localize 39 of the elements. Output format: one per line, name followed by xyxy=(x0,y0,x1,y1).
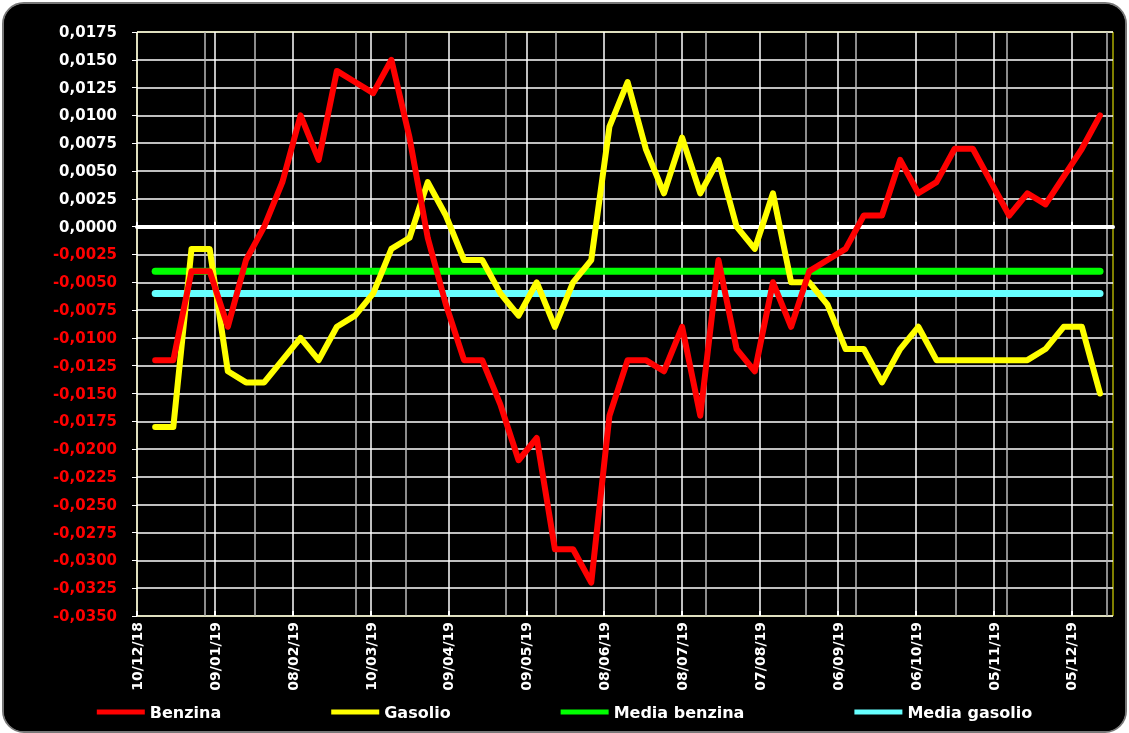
y-tick-label: -0,0350 xyxy=(52,607,117,625)
y-tick-label: -0,0050 xyxy=(52,273,117,292)
y-tick-label: 0,0125 xyxy=(59,78,117,97)
y-tick-label: -0,0250 xyxy=(52,495,117,514)
x-tick-label: 10/12/18 xyxy=(129,622,145,691)
legend-label: Media gasolio xyxy=(907,702,1033,722)
legend-label: Media benzina xyxy=(613,702,745,722)
y-tick-label: -0,0125 xyxy=(52,356,117,375)
y-tick-label: -0,0150 xyxy=(52,384,117,403)
legend-label: Gasolio xyxy=(384,702,451,722)
y-tick-label: 0,0075 xyxy=(59,134,117,153)
y-tick-label: -0,0300 xyxy=(52,551,117,570)
x-tick-label: 09/05/19 xyxy=(518,622,535,691)
x-tick-label: 08/02/19 xyxy=(284,622,301,691)
x-tick-label: 09/01/19 xyxy=(206,622,223,691)
y-tick-label: -0,0225 xyxy=(52,467,117,486)
x-tick-label: 10/03/19 xyxy=(362,622,379,691)
y-tick-label: -0,0075 xyxy=(52,301,117,320)
y-tick-label: -0,0175 xyxy=(52,412,117,431)
x-tick-label: 08/07/19 xyxy=(674,622,691,691)
y-tick-label: 0,0150 xyxy=(59,50,117,69)
x-tick-label: 06/10/19 xyxy=(907,622,924,691)
x-tick-label: 09/04/19 xyxy=(440,622,457,691)
y-tick-label: 0,0175 xyxy=(59,23,117,41)
x-tick-label: 08/06/19 xyxy=(596,622,613,691)
x-tick-label: 06/09/19 xyxy=(829,622,846,691)
y-tick-label: -0,0025 xyxy=(52,245,117,264)
y-tick-label: -0,0275 xyxy=(52,523,117,542)
legend-label: Benzina xyxy=(149,702,222,722)
x-tick-label: 05/12/19 xyxy=(1063,622,1080,691)
y-tick-label: 0,0025 xyxy=(59,189,117,208)
x-tick-label: 07/08/19 xyxy=(751,622,768,691)
y-tick-label: 0,0100 xyxy=(59,106,117,125)
y-tick-label: 0,0000 xyxy=(59,217,117,236)
y-tick-label: -0,0100 xyxy=(52,328,117,347)
y-tick-label: 0,0050 xyxy=(59,162,117,181)
y-tick-label: -0,0325 xyxy=(52,579,117,598)
y-tick-label: -0,0200 xyxy=(52,440,117,459)
x-tick-label: 05/11/19 xyxy=(985,622,1002,691)
